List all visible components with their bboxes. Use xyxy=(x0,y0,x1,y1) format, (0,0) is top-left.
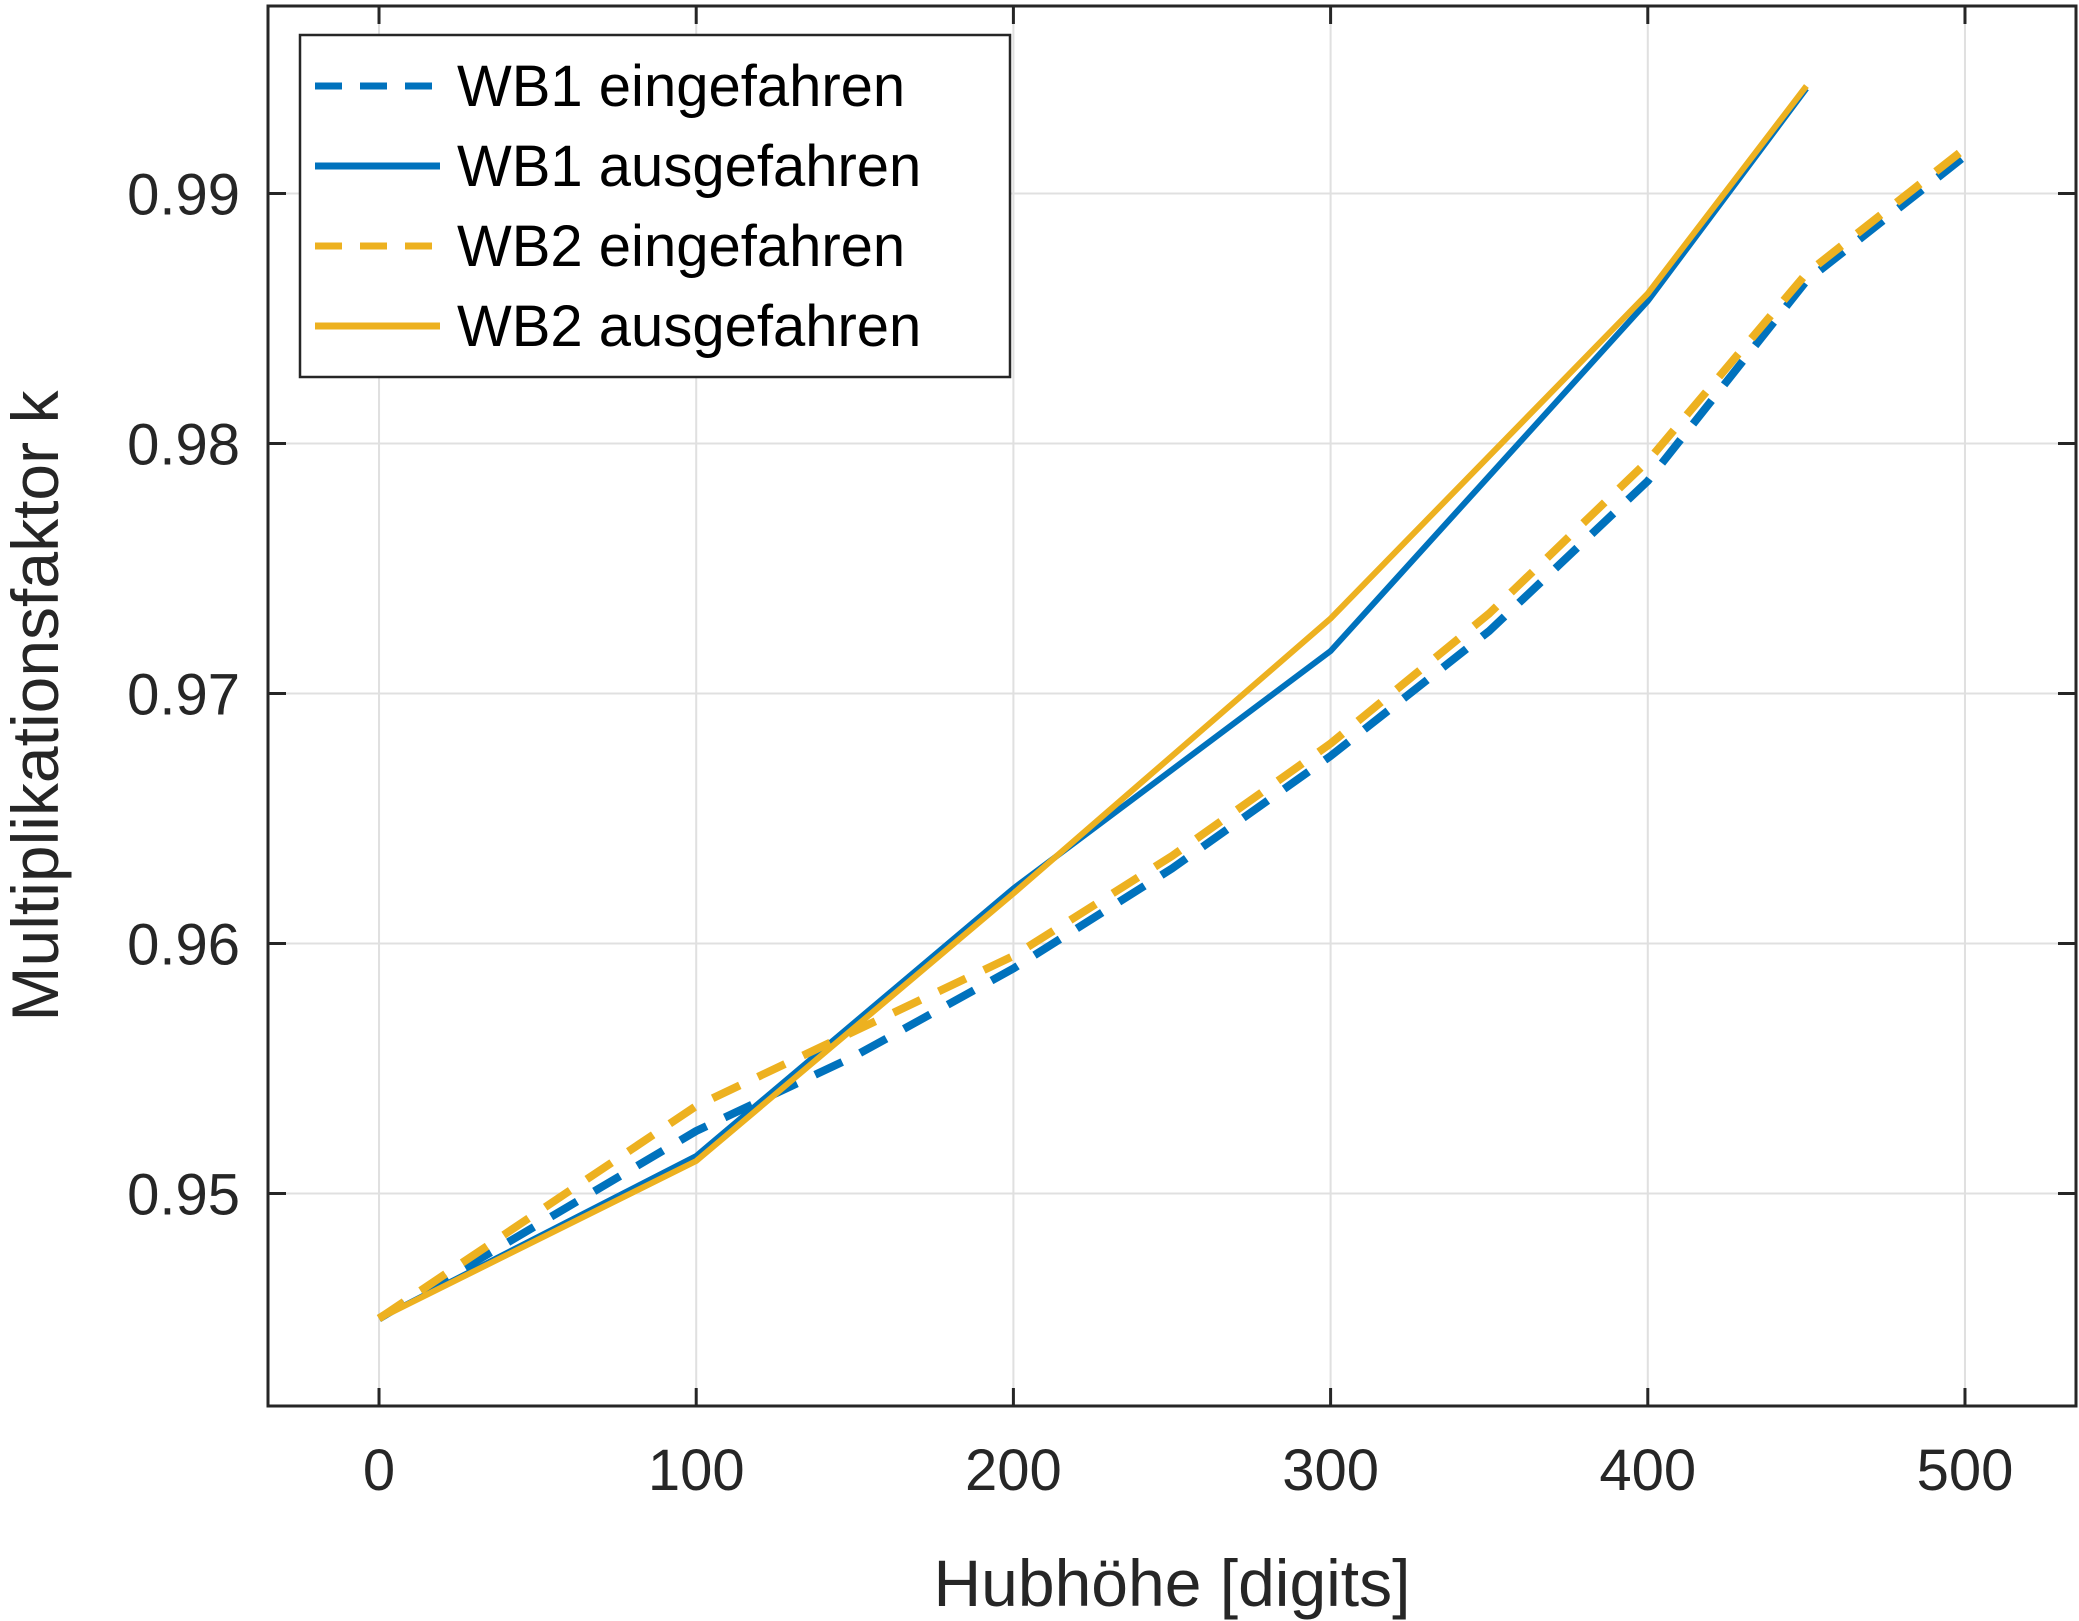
legend-label: WB2 ausgefahren xyxy=(457,294,921,359)
legend-box xyxy=(298,33,1012,379)
x-tick-label: 500 xyxy=(1917,1438,2014,1503)
x-tick-label: 100 xyxy=(648,1438,745,1503)
x-axis-label: Hubhöhe [digits] xyxy=(934,1546,1411,1620)
legend-item: WB2 ausgefahren xyxy=(315,294,921,359)
ticks xyxy=(268,6,2076,1406)
y-tick-label: 0.98 xyxy=(127,413,240,478)
series-line xyxy=(376,145,1968,1322)
legend-label: WB1 ausgefahren xyxy=(457,134,921,199)
y-tick-label: 0.99 xyxy=(127,163,240,228)
y-axis-label: Multiplikationsfaktor k xyxy=(0,390,72,1022)
y-tick-label: 0.97 xyxy=(127,663,240,728)
y-tick-label: 0.95 xyxy=(127,1163,240,1228)
legend-item: WB2 eingefahren xyxy=(315,214,905,279)
grid xyxy=(268,6,2076,1406)
legend-item: WB1 eingefahren xyxy=(315,54,905,119)
axes-box xyxy=(266,4,2078,1408)
legend-label: WB1 eingefahren xyxy=(457,54,905,119)
legend-item: WB1 ausgefahren xyxy=(315,134,921,199)
tick-labels: 0 100 200 300 400 500 0.95 0.96 0.97 0.98 0.99 xyxy=(127,163,2013,1504)
legend: WB1 eingefahren WB1 ausgefahren WB2 eing… xyxy=(298,33,1012,379)
x-tick-label: 0 xyxy=(363,1438,395,1503)
y-tick-label: 0.96 xyxy=(127,913,240,978)
series-line xyxy=(377,84,1809,1322)
x-tick-label: 300 xyxy=(1282,1438,1379,1503)
series-line xyxy=(377,86,1809,1322)
legend-label: WB2 eingefahren xyxy=(457,214,905,279)
series-group xyxy=(376,84,1968,1322)
x-tick-label: 200 xyxy=(965,1438,1062,1503)
x-tick-label: 400 xyxy=(1599,1438,1696,1503)
